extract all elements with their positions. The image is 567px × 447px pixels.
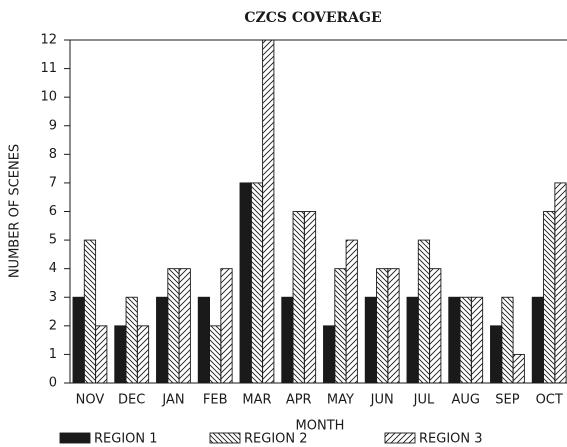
bar [323,325,336,384]
bar [406,296,419,384]
x-tick-label: NOV [76,393,105,408]
x-tick-label: SEP [495,393,519,408]
legend-swatch [384,432,416,444]
legend-swatch [209,432,241,444]
y-tick-label: 5 [49,233,57,248]
bar [376,268,389,384]
x-tick-label: OCT [536,393,563,408]
bar [387,268,400,384]
bar [178,268,191,384]
bar [364,296,378,384]
bar [72,296,85,384]
y-tick-label: 11 [40,61,57,76]
bar [303,211,317,384]
legend-label: REGION 2 [244,432,308,447]
bar [490,325,503,384]
bar [334,268,347,384]
bar [167,268,180,384]
x-tick-label: FEB [203,393,228,408]
x-tick-label: APR [286,393,312,408]
legend-label: REGION 3 [419,432,483,447]
x-tick-label: JUN [370,393,394,408]
bar [501,296,514,384]
y-tick-label: 0 [49,376,57,391]
bar [197,296,211,384]
x-tick-label: JUL [413,393,435,408]
bar [239,182,252,384]
x-tick-label: DEC [118,393,145,408]
x-tick-label: MAR [242,393,271,408]
bar [114,325,127,384]
bar [554,182,567,384]
legend-swatch [59,432,91,444]
bar [417,239,431,384]
bar [345,239,358,384]
bar [136,325,150,384]
y-tick-label: 3 [49,290,57,305]
bar [448,296,461,384]
y-tick-label: 6 [49,204,57,219]
bar [281,296,294,384]
bar [429,268,442,384]
x-tick-label: JAN [161,393,184,408]
bar [83,239,97,384]
bar [292,211,305,384]
y-axis-label: NUMBER OF SCENES [8,144,23,278]
bar [250,182,264,384]
y-tick-label: 7 [49,175,57,190]
bar [95,325,108,384]
y-tick-label: 12 [40,33,57,48]
bar [262,39,275,384]
bar [512,353,525,384]
x-tick-label: AUG [451,393,479,408]
y-tick-label: 8 [49,147,57,162]
bar [209,325,222,384]
bar [470,296,484,384]
y-tick-label: 1 [49,347,57,362]
bar [543,211,556,384]
y-tick-label: 4 [49,261,57,276]
legend-label: REGION 1 [94,432,158,447]
y-tick-label: 10 [40,90,57,105]
bar [220,268,233,384]
y-tick-label: 9 [49,118,57,133]
bar [125,296,138,384]
x-axis-label: MONTH [296,419,345,434]
bar [531,296,545,384]
x-tick-label: MAY [327,393,354,408]
y-tick-label: 2 [49,318,57,333]
bar [156,296,169,384]
bar [459,296,472,384]
chart-title: CZCS COVERAGE [244,10,381,26]
